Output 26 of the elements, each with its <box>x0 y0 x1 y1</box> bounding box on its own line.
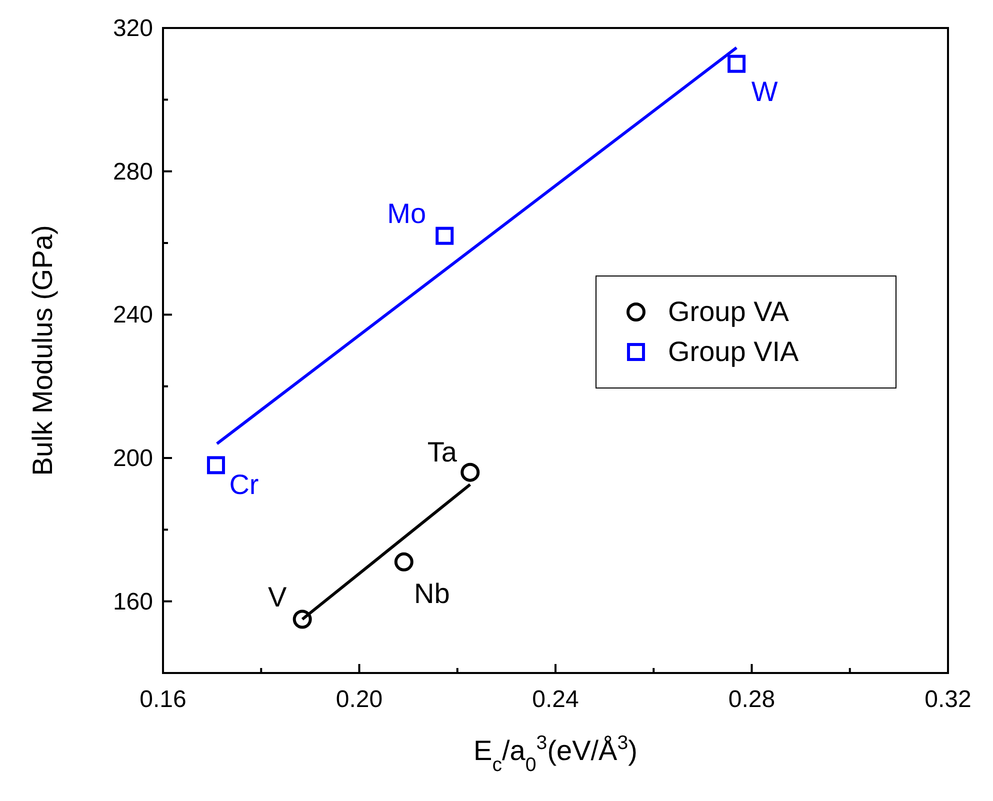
annotation: Ta <box>427 436 458 468</box>
annotation: Cr <box>229 469 259 500</box>
x-axis-title: E$_{c}$/a$_{0}$$^{3}$(eV/Å$^{3}$) <box>474 732 638 776</box>
point <box>206 456 225 474</box>
y-axis-title: Bulk Modulus (GPa) <box>27 225 58 476</box>
point <box>436 226 454 245</box>
x-tick-label: 0.24 <box>532 686 579 713</box>
y-tick-label: 160 <box>112 588 153 616</box>
annotation: W <box>751 76 778 107</box>
point <box>728 54 746 73</box>
legend-label: Group VA <box>668 296 790 327</box>
annotation: Mo <box>387 198 426 229</box>
annotation: Nb <box>414 578 450 609</box>
point <box>460 462 480 482</box>
annotation: V <box>268 581 287 612</box>
y-tick-label: 200 <box>112 445 153 472</box>
y-tick-label: 320 <box>112 15 153 42</box>
y-tick-label: 280 <box>112 158 153 186</box>
point <box>292 610 312 629</box>
x-tick-label: 0.16 <box>140 686 186 713</box>
legend-label: Group VIA <box>668 336 800 367</box>
text: 0.20 <box>336 686 383 713</box>
y-tick-label: 240 <box>112 302 153 329</box>
x-tick-label: 0.28 <box>728 686 776 713</box>
x-tick-label: 0.32 <box>924 686 972 713</box>
point <box>394 552 414 572</box>
